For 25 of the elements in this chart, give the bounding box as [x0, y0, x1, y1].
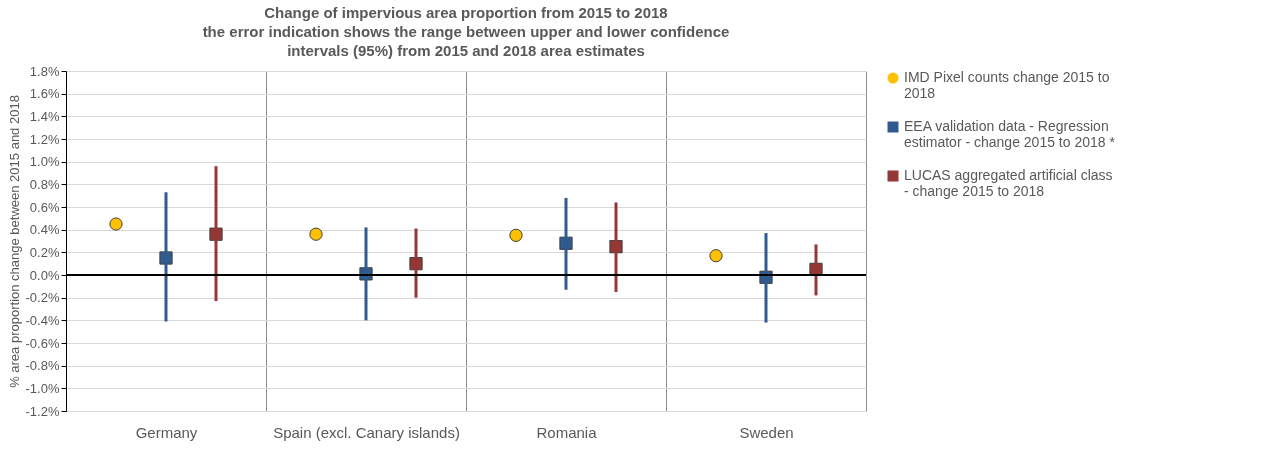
chart-title: Change of impervious area proportion from 2015 to 2018 the error indication shows the range between upper and lower confidence intervals (95%) from 2015 and 2018 area estimates — [202, 4, 730, 59]
legend-label: IMD Pixel counts change 2015 to 2018 — [904, 69, 1110, 101]
y-tick-label: -0.8% — [25, 358, 60, 374]
y-tick-label: -1.2% — [25, 403, 60, 419]
y-tick-label: 1.0% — [29, 154, 60, 170]
y-tick-label: 0.6% — [29, 199, 60, 215]
legend-label: LUCAS aggregated artificial class - change 2015 to 2018 — [904, 167, 1113, 199]
x-tick-label: Romania — [536, 423, 598, 441]
y-tick-label: 1.6% — [29, 86, 60, 102]
legend-label: EEA validation data - Regression estimator - change 2015 to 2018 * — [904, 118, 1116, 150]
y-tick-label: -0.4% — [25, 312, 60, 328]
y-tick-label: 0.0% — [29, 267, 60, 283]
y-tick-label: -0.2% — [25, 290, 60, 306]
y-tick-label: 1.4% — [29, 108, 60, 124]
y-tick-label: -1.0% — [25, 380, 60, 396]
x-tick-label: Germany — [135, 423, 198, 441]
y-tick-label: 0.4% — [29, 222, 60, 238]
y-tick-label: 0.8% — [29, 176, 60, 192]
x-tick-label: Spain (excl. Canary islands) — [273, 423, 460, 441]
y-tick-label: 1.8% — [29, 63, 60, 79]
y-axis-title: % area proportion change between 2015 and 2018 — [6, 95, 22, 388]
y-tick-label: 1.2% — [29, 131, 60, 147]
y-tick-label: 0.2% — [29, 244, 60, 260]
x-tick-label: Sweden — [739, 423, 794, 441]
y-tick-label: -0.6% — [25, 335, 60, 351]
